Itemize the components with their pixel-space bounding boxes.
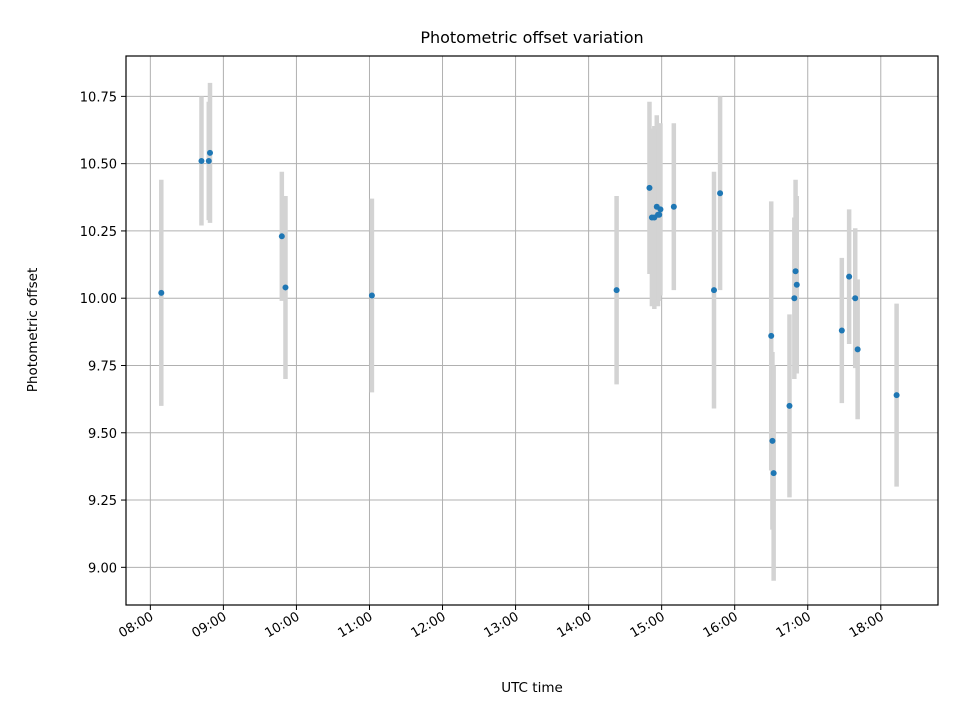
data-point: [854, 346, 861, 353]
x-tick-label: 13:00: [482, 609, 522, 641]
data-point: [793, 281, 800, 288]
data-point: [656, 211, 663, 218]
data-point: [207, 149, 213, 156]
data-point: [278, 233, 285, 240]
y-tick-label: 9.00: [88, 561, 117, 576]
data-point: [657, 206, 664, 213]
x-tick-label: 14:00: [555, 609, 595, 641]
x-tick-label: 08:00: [116, 609, 156, 641]
chart-title: Photometric offset variation: [420, 28, 643, 47]
error-bars: [159, 82, 899, 581]
y-tick-label: 10.75: [80, 90, 117, 105]
data-point: [646, 184, 653, 191]
x-tick-label: 10:00: [262, 609, 302, 641]
x-tick-label: 18:00: [847, 609, 887, 641]
data-point: [770, 470, 777, 477]
data-point: [205, 157, 212, 164]
y-axis-label: Photometric offset: [25, 268, 41, 392]
y-tick-label: 9.75: [88, 359, 117, 374]
data-point: [852, 295, 859, 302]
data-point: [711, 287, 717, 294]
y-tick-label: 9.50: [88, 427, 117, 442]
plot-frame: [125, 55, 939, 606]
data-point: [769, 437, 776, 444]
grid: [126, 56, 938, 605]
data-points: [158, 149, 900, 477]
x-tick-label: 09:00: [189, 609, 229, 641]
data-point: [282, 284, 289, 291]
y-tick-label: 10.25: [80, 225, 117, 240]
data-point: [838, 327, 845, 334]
data-point: [792, 268, 799, 275]
data-point: [158, 289, 165, 296]
x-axis-ticks: 08:00 09:00 10:00 11:00 12:00 13:00 14:00 15:00…: [116, 605, 887, 641]
x-tick-label: 16:00: [701, 609, 741, 641]
data-point: [786, 402, 793, 409]
x-tick-label: 15:00: [628, 609, 668, 641]
data-point: [846, 273, 853, 280]
x-tick-label: 17:00: [774, 609, 814, 641]
data-point: [791, 295, 798, 302]
x-tick-label: 12:00: [409, 609, 449, 641]
x-axis-label: UTC time: [501, 680, 563, 696]
y-tick-label: 9.25: [88, 494, 117, 509]
data-point: [613, 287, 620, 294]
data-point: [670, 203, 677, 210]
data-point: [768, 332, 775, 339]
y-tick-label: 10.50: [80, 158, 117, 173]
data-point: [368, 292, 375, 299]
x-tick-label: 11:00: [336, 609, 376, 641]
y-axis-ticks: 9.00 9.25 9.50 9.75 10.00 10.25 10.50 10.75: [80, 90, 126, 576]
data-point: [717, 190, 724, 197]
data-point: [198, 157, 205, 164]
data-point: [893, 392, 900, 399]
y-tick-label: 10.00: [80, 292, 117, 307]
